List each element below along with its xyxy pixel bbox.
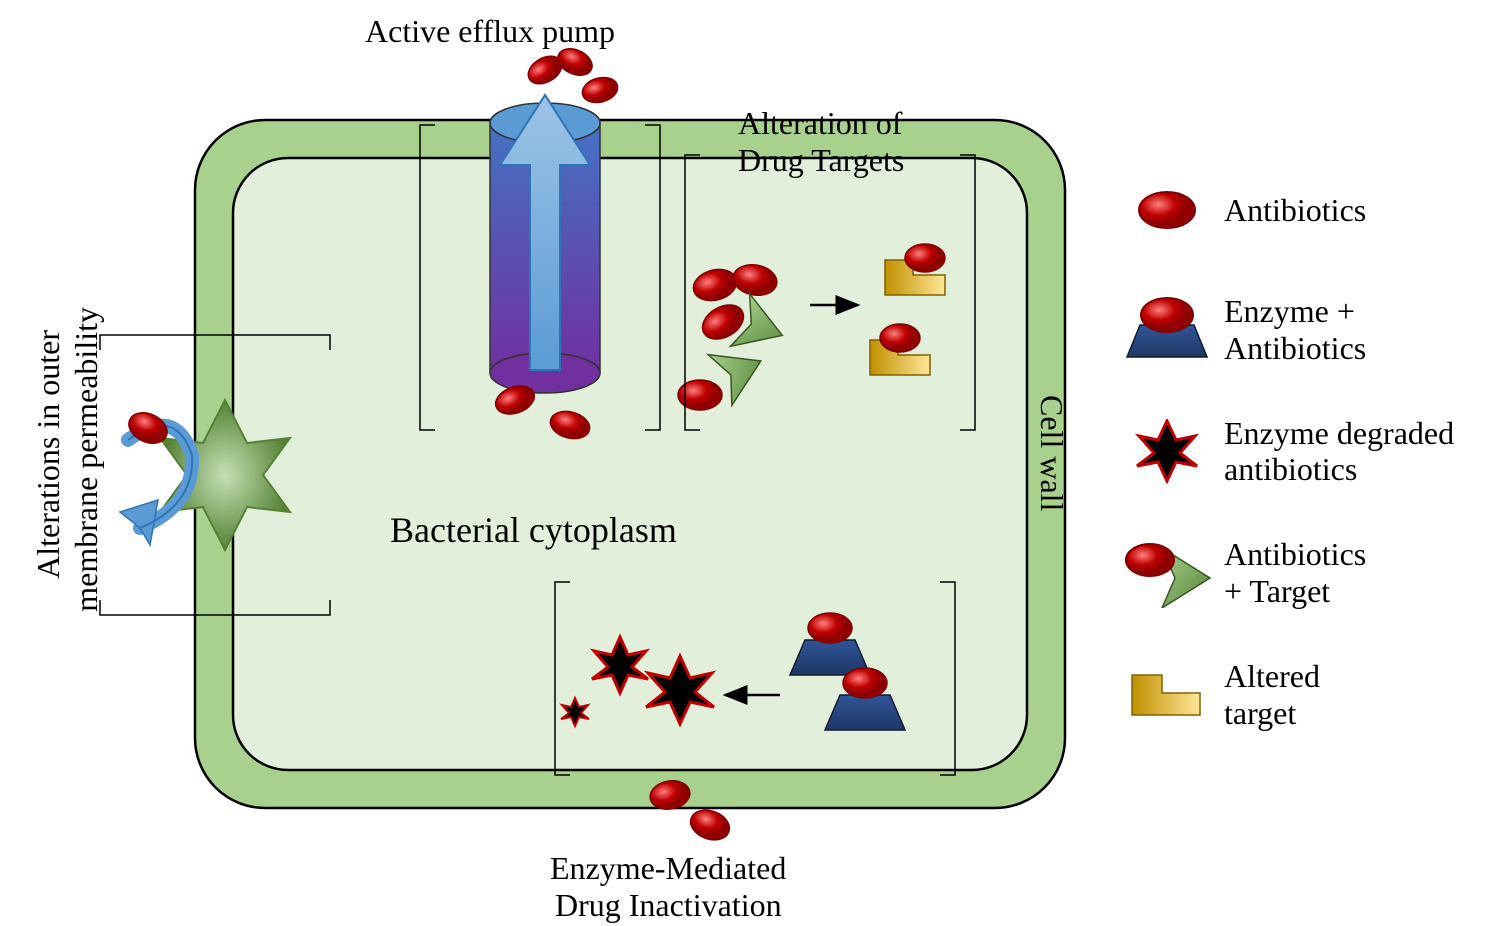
legend: Antibiotics Enzyme + Antibiotics Enzyme … [1122,175,1472,779]
legend-label: Enzyme + Antibiotics [1224,293,1366,367]
cell-wall-label: Cell wall [1033,395,1070,511]
membrane-perm-label-1: Alterations in outer [30,330,67,579]
legend-item-antibiotics: Antibiotics [1122,175,1472,245]
degraded-icon [1122,416,1212,486]
legend-label: Altered target [1224,658,1320,732]
cytoplasm-label: Bacterial cytoplasm [390,510,677,551]
legend-item-altered-target: Altered target [1122,658,1472,732]
antibiotic-target-icon [1122,538,1212,608]
enzyme-mediated-label-1: Enzyme-Mediated [550,850,786,887]
altered-target-icon [1122,660,1212,730]
legend-label: Antibiotics + Target [1224,536,1366,610]
ejected-antibiotics [523,44,620,107]
enzyme-antibiotic-icon [1122,295,1212,365]
efflux-pump [490,95,600,393]
alteration-targets-label-1: Alteration of [738,105,902,142]
antibiotic-icon [1122,175,1212,245]
legend-item-enzyme-antibiotics: Enzyme + Antibiotics [1122,293,1472,367]
legend-label: Enzyme degraded antibiotics [1224,415,1472,489]
membrane-perm-label-2: membrane permeability [68,307,105,612]
efflux-pump-label: Active efflux pump [365,13,615,50]
legend-item-antibiotic-target: Antibiotics + Target [1122,536,1472,610]
legend-item-degraded: Enzyme degraded antibiotics [1122,415,1472,489]
alteration-targets-label-2: Drug Targets [738,142,904,179]
enzyme-mediated-label-2: Drug Inactivation [555,887,782,924]
legend-label: Antibiotics [1224,192,1366,229]
